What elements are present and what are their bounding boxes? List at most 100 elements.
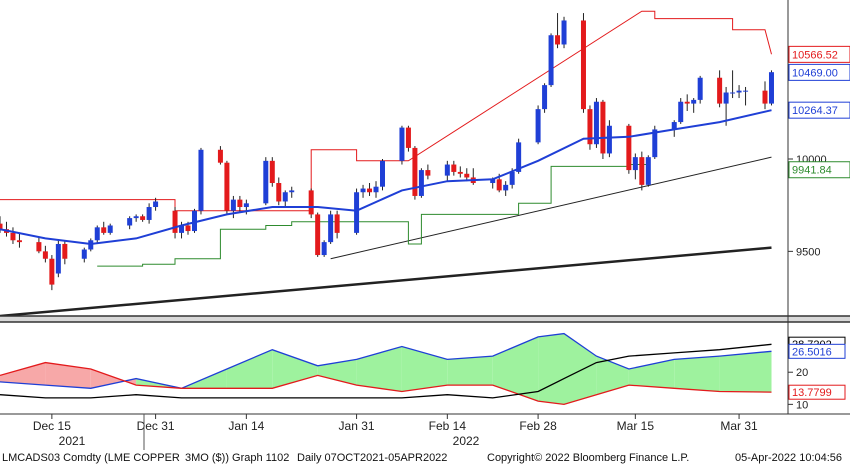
candle-body bbox=[380, 160, 385, 187]
candle-body bbox=[328, 214, 334, 243]
indicator-line bbox=[0, 361, 772, 406]
candle-body bbox=[334, 214, 340, 233]
candle-body bbox=[561, 20, 567, 45]
candle-body bbox=[127, 218, 133, 226]
candle-body bbox=[503, 184, 509, 191]
candle-body bbox=[606, 125, 612, 154]
candle-body bbox=[62, 243, 68, 259]
footer-copyright: Copyright© 2022 Bloomberg Finance L.P. bbox=[487, 452, 690, 464]
x-tick-label: Dec 15 bbox=[33, 419, 71, 433]
footer-ticker: LMCADS03 Comdty (LME COPPER bbox=[2, 452, 180, 464]
price-label: 10469.00 bbox=[792, 67, 838, 79]
year-label: 2021 bbox=[59, 434, 86, 448]
upper-stop-line bbox=[0, 10, 772, 212]
candle-body bbox=[360, 188, 366, 193]
candle-body bbox=[418, 170, 424, 196]
candle-body bbox=[678, 101, 684, 123]
candle-body bbox=[548, 35, 554, 86]
cloud-fill bbox=[538, 333, 564, 405]
candle-body bbox=[198, 149, 204, 211]
indicator-line bbox=[0, 343, 772, 399]
price-label-box bbox=[788, 161, 850, 179]
axes: 95001000010566.5210469.0010264.379941.84… bbox=[0, 0, 850, 450]
candle-body bbox=[600, 101, 606, 154]
candle-body bbox=[308, 190, 314, 215]
trendline bbox=[0, 246, 772, 318]
candle-body bbox=[516, 142, 522, 172]
cloud-fill bbox=[401, 346, 448, 392]
price-label: 9941.84 bbox=[792, 165, 832, 177]
lower-stop-line bbox=[97, 164, 649, 267]
candle-body bbox=[373, 186, 379, 193]
candle-body bbox=[42, 251, 48, 259]
cloud-fill bbox=[719, 351, 772, 393]
indicator-label-box bbox=[788, 343, 846, 359]
candle-body bbox=[10, 232, 16, 241]
candle-body bbox=[101, 227, 107, 233]
price-label-box bbox=[788, 101, 850, 119]
footer-timestamp: 05-Apr-2022 10:04:56 bbox=[735, 452, 843, 464]
candle-body bbox=[289, 190, 295, 193]
candle-body bbox=[535, 109, 541, 143]
candle-body bbox=[730, 92, 736, 94]
indicator-label: 26.5016 bbox=[792, 346, 832, 358]
main-panel bbox=[0, 10, 774, 318]
candle-body bbox=[185, 225, 191, 232]
candle-body bbox=[684, 101, 690, 104]
panel-divider bbox=[0, 316, 850, 322]
candle-body bbox=[671, 122, 677, 130]
candle-body bbox=[593, 101, 599, 145]
cloud-fill bbox=[317, 359, 357, 386]
candle-body bbox=[768, 72, 774, 104]
x-tick-label: Feb 14 bbox=[429, 419, 467, 433]
candle-body bbox=[367, 188, 373, 193]
candle-body bbox=[237, 199, 243, 208]
cloud-fill bbox=[226, 349, 273, 389]
candle-body bbox=[723, 92, 729, 104]
cloud-fill bbox=[356, 346, 402, 392]
candle-body bbox=[36, 242, 42, 252]
cloud-fill bbox=[492, 336, 539, 402]
cloud-fill bbox=[564, 333, 597, 405]
x-tick-label: Dec 31 bbox=[137, 419, 175, 433]
candle-body bbox=[587, 109, 593, 145]
candle-body bbox=[172, 210, 178, 233]
cloud-fill bbox=[272, 349, 318, 389]
candle-body bbox=[243, 203, 249, 208]
candle-body bbox=[315, 214, 321, 256]
indicator-line bbox=[0, 332, 772, 389]
candle-body bbox=[269, 160, 275, 184]
candle-body bbox=[107, 225, 113, 233]
candle-body bbox=[451, 164, 457, 172]
cloud-fill bbox=[674, 356, 720, 392]
candle-body bbox=[321, 242, 327, 256]
x-tick-label: Feb 28 bbox=[519, 419, 557, 433]
candle-body bbox=[217, 149, 223, 163]
candle-body bbox=[146, 207, 152, 220]
price-label: 10264.37 bbox=[792, 105, 838, 117]
indicator-label: 13.7799 bbox=[792, 387, 832, 399]
candle-body bbox=[94, 227, 100, 241]
cloud-fill bbox=[596, 356, 629, 395]
price-label: 10566.52 bbox=[792, 49, 838, 61]
candle-body bbox=[444, 164, 450, 176]
candle-body bbox=[405, 127, 411, 148]
candle-body bbox=[412, 147, 418, 196]
candle-body bbox=[276, 183, 282, 202]
candle-body bbox=[140, 216, 146, 220]
candle-body bbox=[55, 243, 61, 274]
candle-body bbox=[762, 90, 768, 104]
candle-body bbox=[542, 85, 548, 110]
candle-body bbox=[263, 160, 269, 204]
footer-graph: 3MO ($)) Graph 1102 bbox=[185, 452, 290, 464]
y-tick-label: 10 bbox=[796, 399, 808, 411]
cloud-fill bbox=[45, 362, 91, 389]
candle-body bbox=[81, 249, 87, 259]
candle-body bbox=[490, 179, 496, 184]
candle-body bbox=[191, 210, 197, 232]
candle-body bbox=[580, 20, 586, 110]
footer-range: Daily 07OCT2021-05APR2022 bbox=[297, 452, 448, 464]
candle-body bbox=[16, 240, 22, 243]
candle-body bbox=[354, 192, 360, 233]
